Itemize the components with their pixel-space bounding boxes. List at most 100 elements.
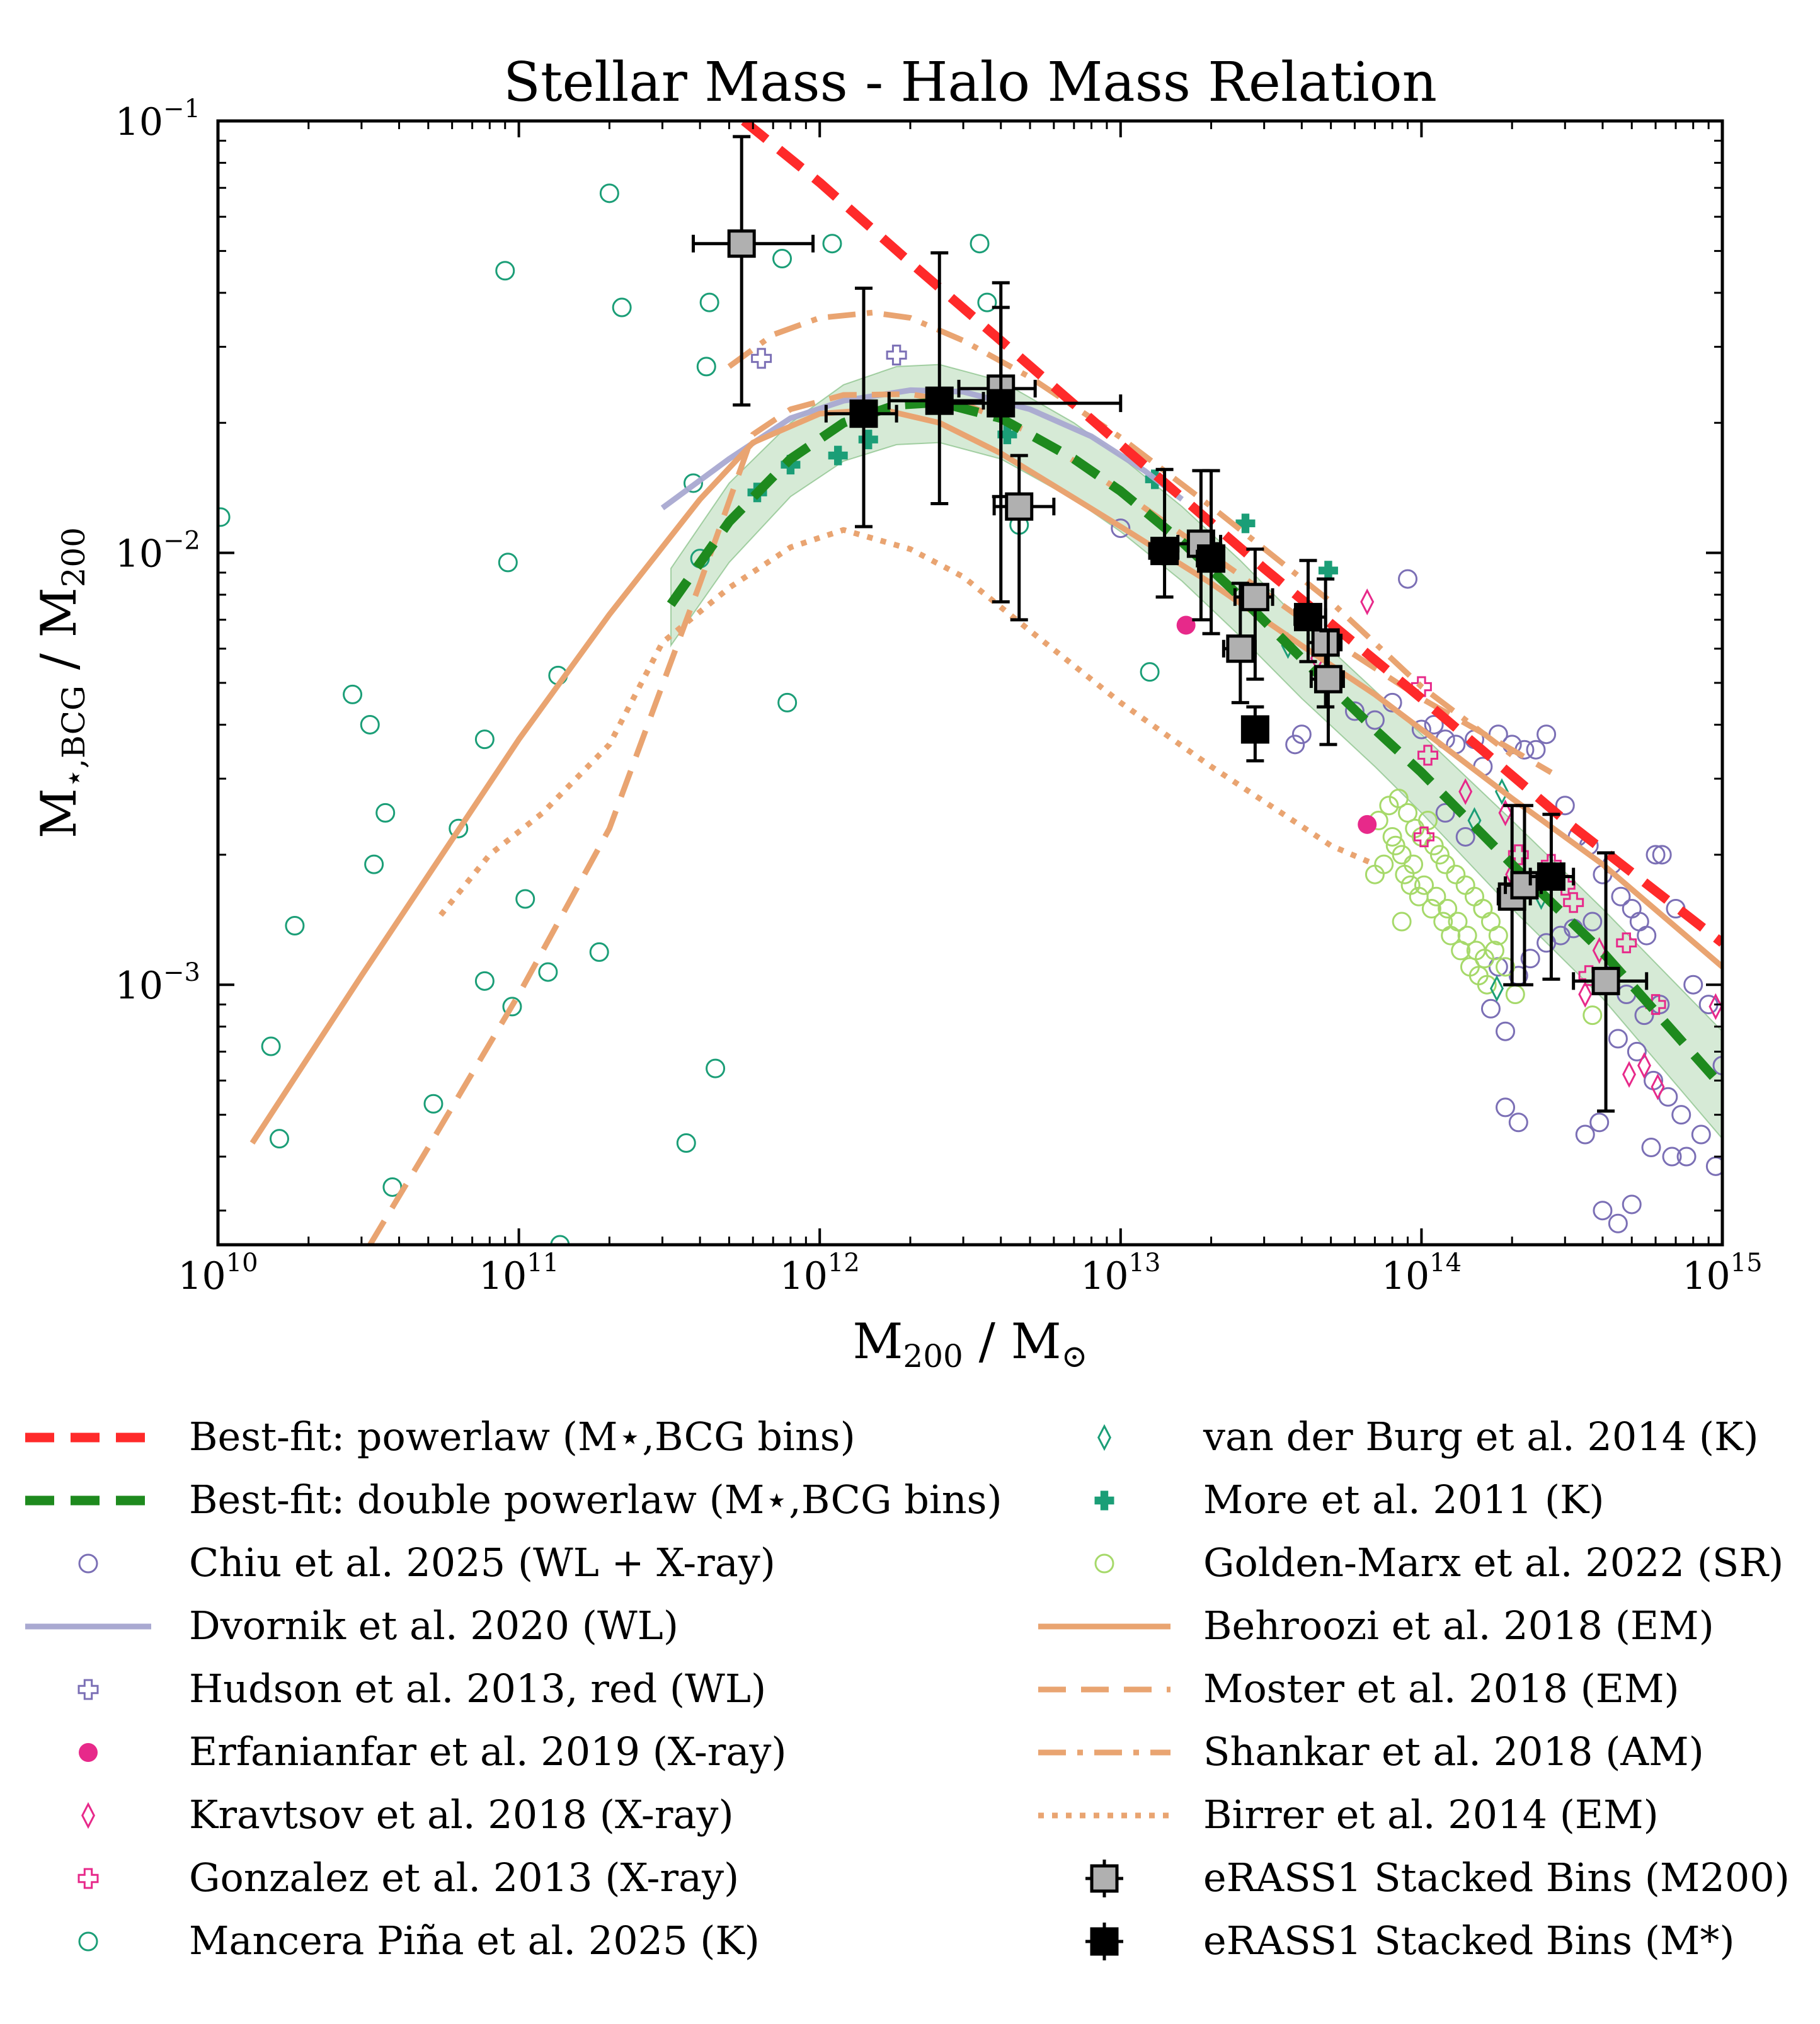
chiu-legend-label: Chiu et al. 2025 (WL + X-ray)	[189, 1540, 776, 1586]
mstarbins-square	[849, 399, 878, 428]
kravtsov-point	[1458, 778, 1473, 805]
golden-point	[1477, 975, 1497, 995]
chiu-point	[1411, 719, 1431, 740]
mancera-point	[822, 234, 842, 254]
mancera-point	[589, 942, 609, 962]
x-axis-label: M200 / M⊙	[853, 1313, 1088, 1375]
legend-item-chiu: Chiu et al. 2025 (WL + X-ray)	[78, 1540, 776, 1586]
kravtsov-point	[1498, 799, 1513, 826]
chiu-point	[1627, 1041, 1647, 1061]
doublepl-legend-label: Best-fit: double powerlaw (M⋆,BCG bins)	[189, 1477, 1002, 1523]
shankar-legend-label: Shankar et al. 2018 (AM)	[1203, 1729, 1704, 1775]
birrer-line	[438, 527, 1376, 917]
hudson-point	[886, 345, 907, 366]
golden-point	[1382, 826, 1402, 847]
golden-point	[1435, 854, 1455, 874]
mancera-point	[676, 1133, 696, 1153]
golden-point	[1505, 984, 1525, 1004]
legend-item-m200bins: eRASS1 Stacked Bins (M200)	[1085, 1855, 1790, 1901]
chiu-point	[1480, 998, 1501, 1019]
chiu-point	[1111, 518, 1131, 539]
chiu-point	[1589, 1112, 1610, 1133]
mstarbins-square	[1150, 537, 1179, 566]
chiu-point	[1652, 845, 1672, 865]
golden-point	[1379, 796, 1399, 816]
x-tick-label: 1012	[780, 1249, 860, 1298]
kravtsov-point	[1578, 981, 1593, 1008]
kravtsov-point	[1592, 937, 1606, 964]
legend-item-golden: Golden-Marx et al. 2022 (SR)	[1094, 1540, 1783, 1586]
mancera-point	[218, 507, 231, 527]
chiu-point	[1520, 949, 1540, 969]
mancera-point	[364, 854, 384, 874]
legend-item-moster: Moster et al. 2018 (EM)	[1038, 1666, 1680, 1712]
golden-point	[1480, 912, 1501, 932]
mancera-point	[612, 297, 632, 317]
chart-title: Stellar Mass - Halo Mass Relation	[503, 51, 1437, 114]
chiu-point	[1496, 1021, 1516, 1041]
kravtsov-legend-label: Kravtsov et al. 2018 (X-ray)	[189, 1792, 734, 1838]
confidence-bands	[670, 363, 1722, 1140]
m200bins-square	[1510, 871, 1539, 900]
legend-item-behroozi: Behroozi et al. 2018 (EM)	[1038, 1603, 1714, 1649]
m200bins-square	[1226, 634, 1255, 663]
mancera-point	[474, 729, 495, 750]
kravtsov-legend-marker	[81, 1802, 95, 1829]
chiu-legend-marker	[78, 1553, 98, 1574]
y-tick-label: 10−1	[115, 94, 200, 144]
golden-legend-label: Golden-Marx et al. 2022 (SR)	[1203, 1540, 1783, 1586]
golden-point	[1404, 854, 1424, 874]
legend-item-gonzalez: Gonzalez et al. 2013 (X-ray)	[77, 1855, 739, 1901]
more-legend-label: More et al. 2011 (K)	[1203, 1477, 1605, 1523]
legend-item-shankar: Shankar et al. 2018 (AM)	[1038, 1729, 1704, 1775]
golden-point	[1365, 864, 1385, 884]
golden-point	[1484, 941, 1504, 961]
plot-frame	[216, 119, 1724, 1247]
behroozi-legend-label: Behroozi et al. 2018 (EM)	[1203, 1603, 1714, 1649]
mancera-point	[269, 1129, 289, 1149]
chiu-point	[1537, 724, 1557, 745]
kravtsov-point	[1708, 993, 1722, 1021]
more-point	[1235, 513, 1256, 534]
mancera-point	[449, 818, 469, 838]
gonzalez-legend-label: Gonzalez et al. 2013 (X-ray)	[189, 1855, 739, 1901]
model-lines	[249, 121, 1722, 1245]
m200bins-square	[1311, 628, 1340, 657]
hudson-point	[751, 348, 772, 369]
kravtsov-point	[1637, 1052, 1651, 1079]
golden-point	[1414, 875, 1434, 895]
mancera-point	[515, 889, 535, 909]
mstarbins-square	[987, 389, 1016, 418]
golden-point	[1429, 845, 1450, 865]
mancera-point	[538, 962, 558, 982]
more-legend-marker	[1094, 1490, 1114, 1511]
chiu-point	[1608, 1029, 1628, 1049]
chiu-point	[1611, 886, 1631, 906]
m200bins-legend-label: eRASS1 Stacked Bins (M200)	[1203, 1855, 1790, 1901]
mstarbins-square	[1240, 715, 1269, 744]
chiu-point	[1344, 701, 1365, 721]
gonzalez-point	[1411, 676, 1432, 697]
mancera-point	[699, 292, 719, 312]
x-tick-label: 1015	[1682, 1249, 1762, 1298]
mancera-point	[696, 357, 716, 377]
vanderburg-legend-label: van der Burg et al. 2014 (K)	[1203, 1414, 1759, 1460]
golden-point	[1421, 898, 1441, 918]
golden-point	[1473, 898, 1493, 918]
powerlaw-legend-label: Best-fit: powerlaw (M⋆,BCG bins)	[189, 1414, 856, 1460]
golden-point	[1455, 875, 1475, 895]
golden-point	[1448, 912, 1468, 932]
mancera-point	[498, 552, 518, 573]
chiu-point	[1435, 803, 1455, 823]
legend-item-mstarbins: eRASS1 Stacked Bins (M*)	[1085, 1918, 1735, 1964]
mstarbins-legend-square	[1090, 1927, 1119, 1956]
golden-point	[1426, 886, 1446, 906]
mstarbins-square	[925, 386, 954, 415]
mstarbins-square	[1197, 544, 1226, 573]
stacked-bins	[692, 135, 1649, 1113]
mancera-legend-marker	[78, 1931, 98, 1952]
legend-item-powerlaw: Best-fit: powerlaw (M⋆,BCG bins)	[25, 1414, 856, 1460]
mancera-point	[261, 1036, 281, 1056]
mancera-point	[684, 473, 704, 493]
golden-point	[1496, 957, 1516, 977]
